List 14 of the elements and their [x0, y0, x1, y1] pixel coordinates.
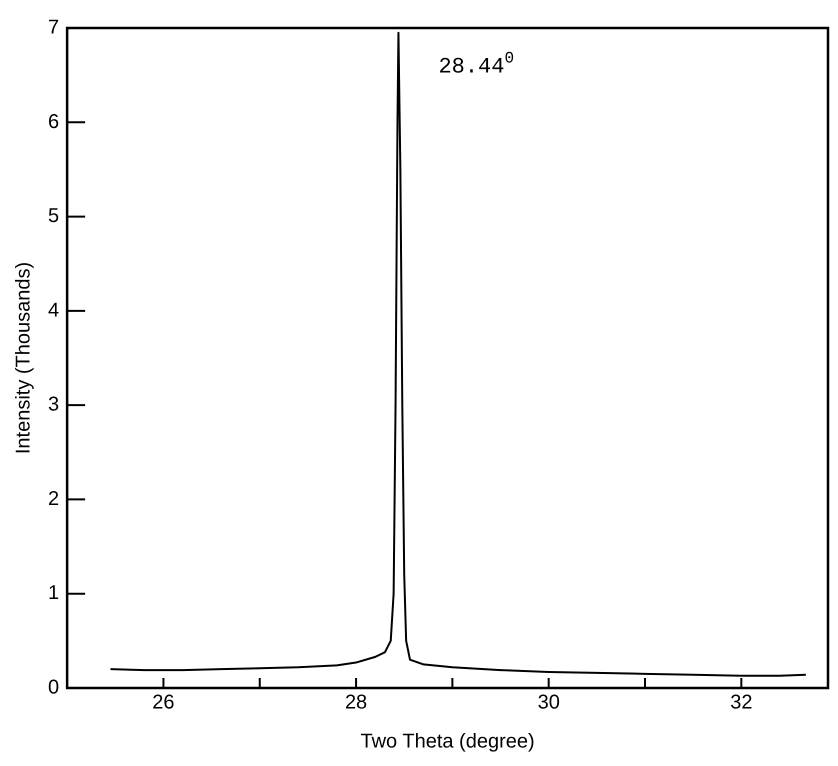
y-tick-label: 5 — [48, 205, 60, 228]
y-tick-label: 0 — [48, 676, 60, 699]
y-tick-label: 6 — [48, 110, 60, 133]
y-tick-label: 3 — [48, 394, 60, 416]
x-axis-title: Two Theta (degree) — [360, 730, 535, 753]
x-tick-label: 26 — [152, 692, 175, 714]
y-tick-label: 7 — [48, 16, 60, 39]
y-tick-label: 2 — [48, 488, 60, 510]
y-tick-label: 1 — [48, 582, 60, 604]
x-tick-label: 32 — [730, 692, 752, 714]
y-tick-label: 4 — [48, 299, 60, 322]
x-tick-label: 28 — [344, 692, 368, 714]
y-axis-title: Intensity (Thousands) — [12, 262, 35, 454]
x-tick-label: 30 — [538, 692, 560, 714]
